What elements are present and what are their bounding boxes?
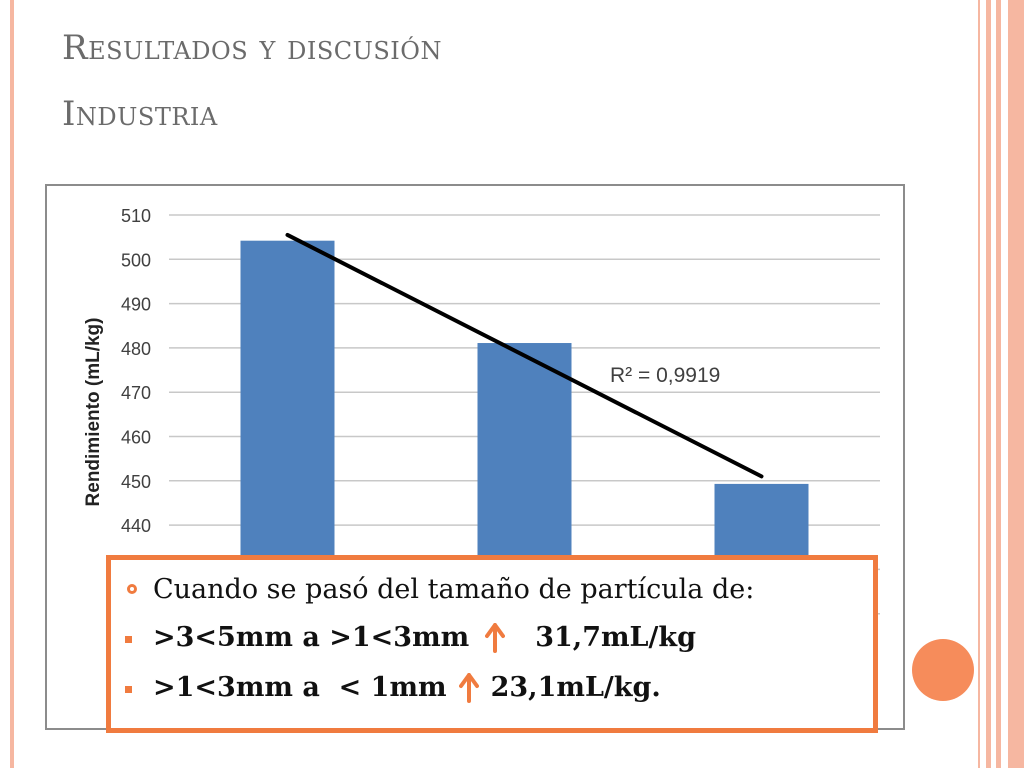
yield-increase-value: 31,7mL/kg — [535, 622, 696, 653]
particle-size-change: >3<5mm a >1<3mm — [153, 622, 470, 653]
slide-frame-right — [1008, 0, 1024, 768]
callout-line-first-change: >3<5mm a >1<3mm 31,7mL/kg — [153, 622, 696, 653]
y-tick-label: 440 — [121, 516, 151, 536]
y-tick-label: 490 — [121, 295, 151, 315]
y-axis-label: Rendimiento (mL/kg) — [83, 318, 104, 507]
callout-line-intro: Cuando se pasó del tamaño de partícula d… — [153, 574, 755, 605]
bullet-circle-icon — [127, 584, 137, 594]
slide-frame-right — [978, 0, 980, 768]
slide-frame-right — [996, 0, 1001, 768]
bar-chart: 440 450 460 470 480 490 500 510 R² = 0,9919 Rendi… — [83, 206, 880, 615]
y-tick-label: 510 — [121, 206, 151, 226]
y-tick-label: 470 — [121, 383, 151, 403]
slide-title: Resultados y discusión — [62, 28, 442, 68]
bar — [477, 343, 572, 586]
bullet-square-icon — [125, 636, 132, 643]
yield-increase-value: 23,1mL/kg. — [490, 672, 661, 703]
y-tick-label: 480 — [121, 339, 151, 359]
arrow-up-icon — [458, 672, 479, 703]
trendline — [285, 232, 764, 479]
slide-frame-left — [10, 0, 14, 768]
bar — [240, 240, 335, 586]
decorative-circle — [912, 639, 974, 701]
callout-line-second-change: >1<3mm a < 1mm 23,1mL/kg. — [153, 672, 661, 703]
r-squared-label: R² = 0,9919 — [610, 364, 720, 387]
arrow-up-icon — [485, 622, 506, 653]
y-tick-label: 460 — [121, 428, 151, 448]
y-tick-label: 450 — [121, 472, 151, 492]
slide-frame-right — [986, 0, 991, 768]
slide-subtitle: Industria — [62, 94, 218, 134]
callout-box: Cuando se pasó del tamaño de partícula d… — [106, 555, 878, 733]
bullet-square-icon — [125, 686, 132, 693]
particle-size-change: >1<3mm a < 1mm — [153, 672, 447, 703]
y-tick-label: 500 — [121, 250, 151, 270]
